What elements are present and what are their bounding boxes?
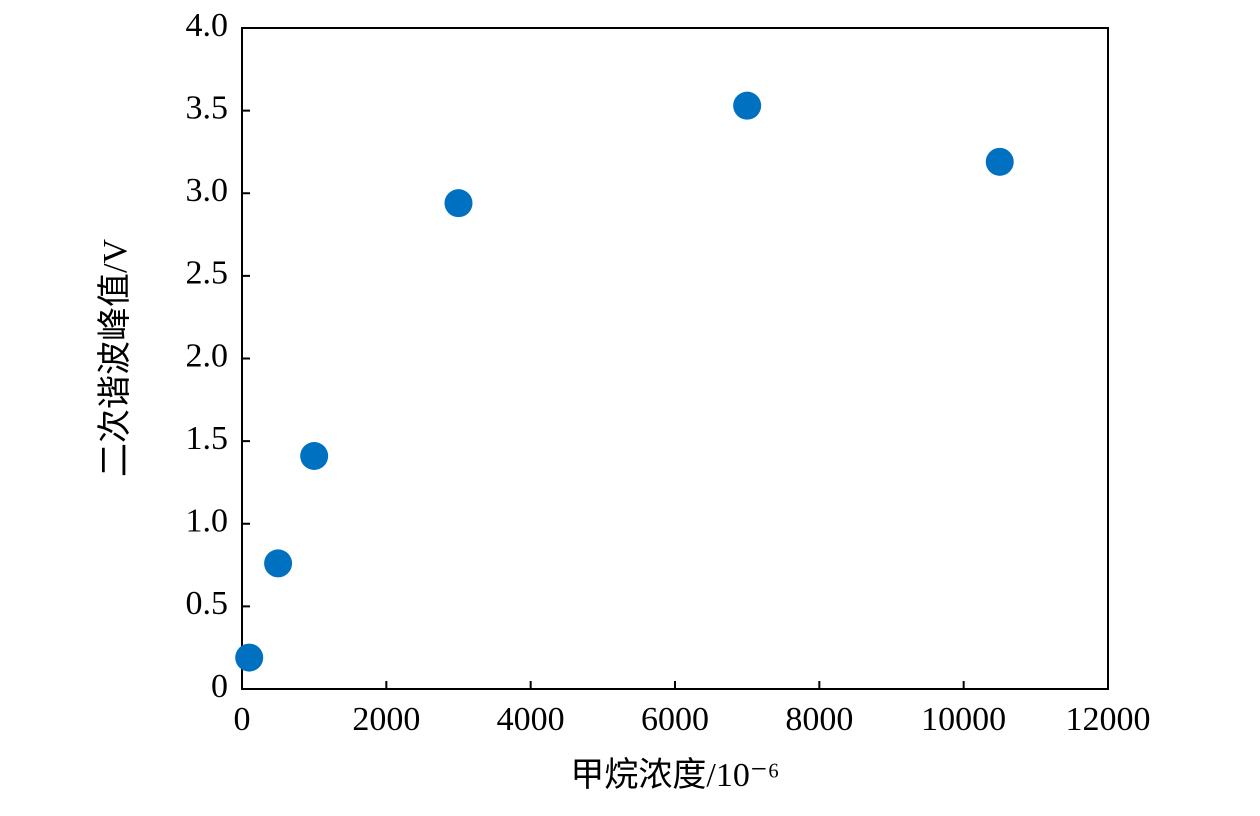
y-axis-label: 二次谐波峰值/V [96,239,134,477]
point [444,189,473,218]
y-tick-label: 2.0 [186,337,229,374]
y-tick-label: 0 [211,668,228,705]
x-tick-label: 12000 [1066,701,1151,738]
x-tick-label: 4000 [497,701,565,738]
plot-frame [241,27,1109,690]
y-tick-label: 2.5 [186,255,229,292]
x-tick-label: 6000 [641,701,709,738]
x-tick-label: 2000 [352,701,420,738]
point [985,147,1014,176]
point [300,441,329,470]
point [264,549,293,578]
y-tick-label: 0.5 [186,585,229,622]
y-tick-label: 3.0 [186,172,229,209]
x-tick-label: 0 [234,701,251,738]
y-tick-label: 1.5 [186,420,229,457]
x-tick-label: 10000 [921,701,1006,738]
x-tick-label: 8000 [785,701,853,738]
point [235,643,264,672]
y-tick-label: 1.0 [186,503,229,540]
point [733,91,762,120]
y-tick-label: 4.0 [186,7,229,44]
y-tick-label: 3.5 [186,89,229,126]
x-axis-label: 甲烷浓度/10⁻⁶ [570,756,779,794]
